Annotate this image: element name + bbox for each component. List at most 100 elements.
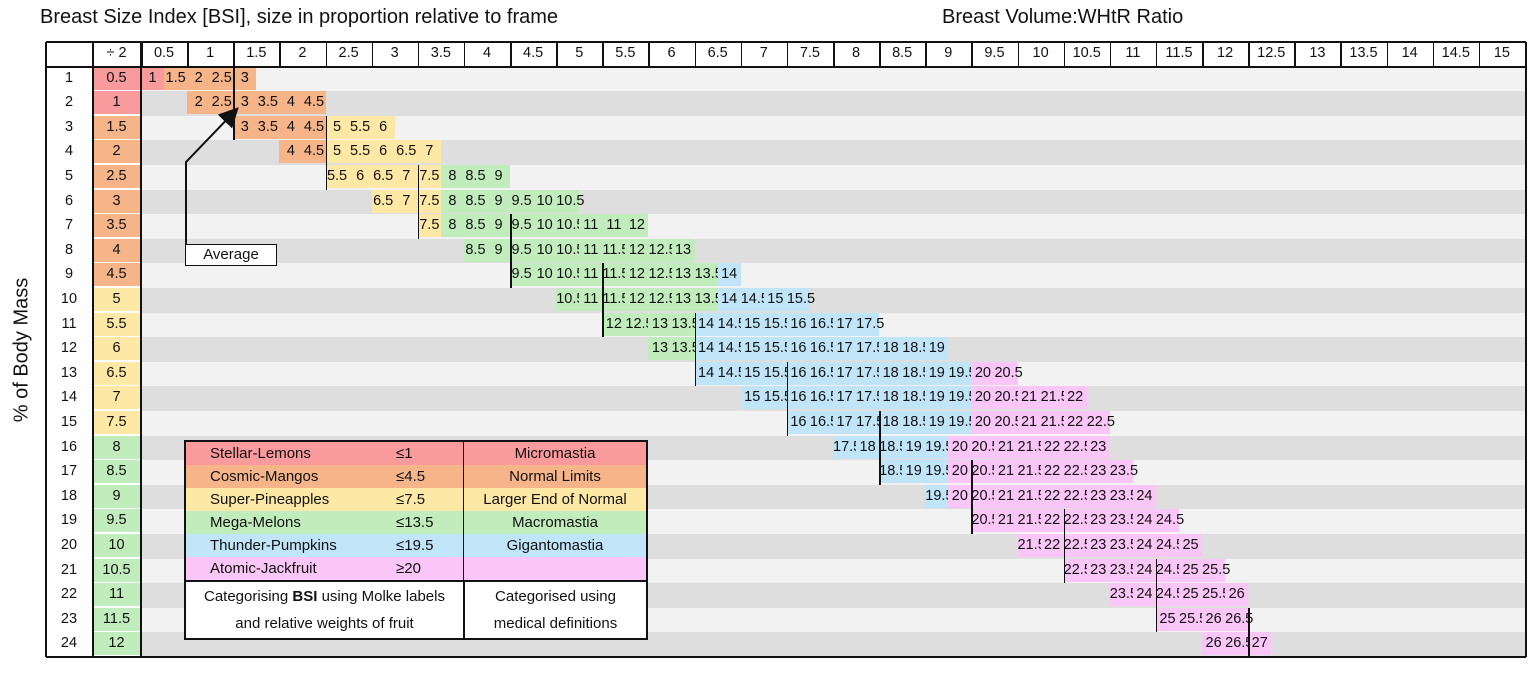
value-cell: 10.5: [556, 288, 584, 311]
div-cell: 9.5: [92, 509, 141, 533]
value-cell: 13: [648, 312, 672, 336]
legend-item-definition: Larger End of Normal: [464, 488, 646, 511]
value-cell: 6.5: [371, 165, 395, 188]
row-header: 12: [60, 340, 78, 357]
value-cell: 22.5: [1063, 460, 1092, 484]
value-cell: 13.5: [694, 288, 723, 311]
value-cell: 3: [233, 115, 257, 139]
value-cell: 22.5: [1063, 484, 1092, 508]
value-cell: 3: [233, 66, 257, 90]
value-cell: 13.5: [671, 312, 700, 336]
div-cell: 12: [92, 632, 141, 656]
value-cell: 5: [325, 140, 349, 164]
header-divider: [556, 42, 558, 67]
value-cell: 21.5: [1017, 509, 1046, 533]
legend-item-threshold: ≤1: [396, 442, 463, 465]
column-header: 2.5: [338, 45, 359, 61]
legend-item: Atomic-Jackfruit ≥20: [186, 557, 646, 580]
value-cell: 14.5: [717, 337, 746, 361]
header-divider: [233, 42, 235, 67]
value-cell: 24.5: [1155, 558, 1184, 582]
value-cell: 15.5: [763, 386, 792, 410]
value-cell: 22: [1040, 435, 1064, 459]
column-header: 12: [1217, 45, 1234, 61]
value-cell: 17: [833, 337, 857, 361]
value-cell: 14: [694, 361, 718, 385]
value-cell: 4.5: [302, 140, 326, 164]
value-cell: 17: [833, 361, 857, 385]
div-cell: 11: [92, 583, 141, 607]
value-cell: 22: [1063, 386, 1087, 410]
row-header: 3: [64, 118, 74, 135]
chart-secondary-title: Breast Volume:WHtR Ratio: [942, 6, 1184, 28]
header-divider: [648, 42, 650, 67]
legend-footer-right: Categorised using medical definitions: [493, 588, 618, 632]
value-cell: 19: [925, 386, 949, 410]
row-header: 15: [60, 414, 78, 430]
average-annotation: Average: [185, 244, 277, 266]
value-cell: 14: [717, 288, 741, 311]
value-cell: 11: [602, 214, 626, 238]
value-cell: 22.5: [1063, 509, 1092, 533]
row-stripe: [141, 263, 1525, 288]
legend-item-name: Stellar-Lemons: [186, 442, 396, 465]
value-cell: 17.5: [856, 411, 884, 434]
value-cell: 6: [348, 165, 372, 188]
value-cell: 20: [948, 460, 972, 484]
row-header: 2: [64, 94, 74, 111]
group-divider: [879, 411, 881, 485]
column-header: 12.5: [1257, 45, 1286, 61]
div-cell: 0.5: [92, 66, 141, 90]
value-cell: 7: [417, 140, 441, 164]
value-cell: 15: [740, 312, 764, 336]
value-cell: 23.5: [1109, 534, 1138, 557]
div-cell: 1.5: [92, 115, 141, 139]
value-cell: 25.5: [1202, 558, 1230, 582]
row-header: 21: [60, 561, 78, 578]
value-cell: 15.5: [763, 361, 792, 385]
value-cell: 22.5: [1063, 435, 1092, 459]
div-cell: 7: [92, 386, 141, 410]
column-header: 11: [1125, 45, 1141, 61]
value-cell: 12: [625, 288, 649, 311]
value-cell: 11: [579, 238, 603, 262]
value-cell: 15: [740, 386, 764, 410]
value-cell: 15: [740, 337, 764, 361]
value-cell: 26: [1202, 607, 1226, 631]
value-cell: 17.5: [856, 361, 884, 385]
grid-line: [140, 42, 142, 657]
legend-item-definition: Gigantomastia: [464, 534, 646, 557]
value-cell: 16: [786, 411, 810, 434]
value-cell: 14.5: [717, 312, 746, 336]
header-divider: [1155, 42, 1158, 67]
value-cell: 3.5: [256, 91, 280, 115]
column-header: 14: [1401, 45, 1418, 61]
header-div: ÷ 2: [106, 45, 127, 61]
header-divider: [187, 42, 189, 67]
value-cell: 26.5: [1225, 607, 1253, 631]
legend-item-definition: Normal Limits: [464, 465, 646, 488]
column-header: 3: [390, 45, 399, 61]
header-divider: [1248, 42, 1250, 67]
row-header: 9: [64, 266, 74, 283]
table-border-right: [1525, 42, 1527, 657]
value-cell: 12: [602, 312, 626, 336]
legend-item-definition: [464, 557, 646, 580]
div-cell: 4.5: [92, 263, 141, 287]
legend-item: Mega-Melons ≤13.5 Macromastia: [186, 511, 646, 534]
legend-footer-separator: [186, 580, 646, 582]
header-divider: [1017, 42, 1020, 67]
column-header: 5.5: [615, 45, 636, 61]
value-cell: 8: [440, 189, 464, 213]
group-divider: [1248, 607, 1250, 657]
value-cell: 12.5: [625, 312, 654, 336]
value-cell: 3.5: [256, 115, 280, 139]
row-header: 18: [60, 487, 78, 504]
value-cell: 13: [671, 238, 695, 262]
header-divider: [925, 42, 927, 67]
column-header: 1: [206, 45, 215, 61]
value-cell: 19: [902, 435, 926, 459]
legend-item-name: Super-Pineapples: [186, 488, 396, 511]
